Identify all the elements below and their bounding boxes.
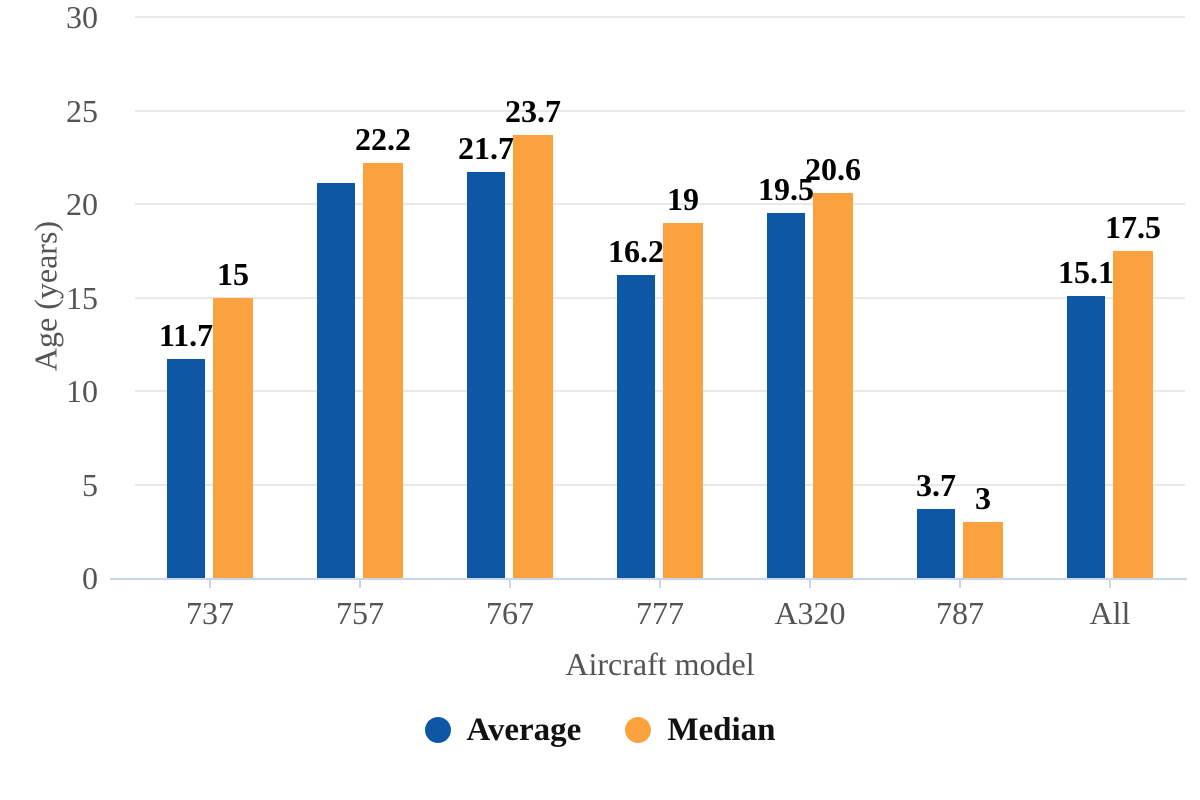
- legend-marker-median: [625, 717, 652, 743]
- x-tick-787: [959, 579, 961, 588]
- bar-median-All: 17.5: [1105, 209, 1161, 578]
- bar-label-average-787: 3.7: [916, 466, 956, 503]
- x-tick-label-All: All: [1089, 595, 1131, 631]
- legend-item-median: Median: [625, 712, 776, 748]
- bar-label-median-737: 15: [217, 255, 249, 292]
- bar-average-757: [317, 183, 355, 578]
- y-tick-label-25: 25: [66, 92, 98, 129]
- bar-label-average-767: 21.7: [458, 130, 514, 167]
- bar-label-average-A320: 19.5: [758, 171, 814, 208]
- bar-label-median-787: 3: [975, 479, 991, 516]
- x-tick-label-787: 787: [936, 595, 984, 631]
- x-tick-label-767: 767: [486, 595, 534, 631]
- x-axis-title: Aircraft model: [565, 646, 755, 682]
- bar-median-767: 23.7: [505, 93, 561, 578]
- y-tick-label-20: 20: [66, 186, 98, 222]
- bar-group-757: 22.2: [285, 17, 435, 578]
- bar-median-737: 15: [213, 256, 253, 578]
- x-tick-777: [659, 579, 661, 588]
- x-tick-767: [509, 579, 511, 588]
- y-tick-label-10: 10: [66, 373, 98, 409]
- x-axis-line: [110, 578, 1187, 580]
- bar-average-787: 3.7: [916, 467, 956, 578]
- legend: Average Median: [0, 712, 1200, 748]
- bar-group-737: 11.7 15: [135, 17, 285, 578]
- bar-average-767: 21.7: [458, 130, 514, 578]
- bar-group-777: 16.2 19: [585, 17, 735, 578]
- y-tick-label-5: 5: [82, 466, 98, 503]
- bar-group-A320: 19.5 20.6: [735, 17, 885, 578]
- bar-label-average-737: 11.7: [158, 317, 214, 354]
- y-tick-label-15: 15: [66, 279, 98, 316]
- bar-label-median-777: 19: [667, 180, 699, 217]
- bar-median-777: 19: [663, 181, 703, 578]
- bar-label-average-777: 16.2: [608, 233, 664, 270]
- x-tick-label-A320: A320: [774, 595, 846, 631]
- bar-median-787: 3: [963, 480, 1003, 578]
- bar-group-All: 15.1 17.5: [1035, 17, 1185, 578]
- x-tick-737: [209, 579, 211, 588]
- legend-label-median: Median: [667, 712, 776, 748]
- bar-median-A320: 20.6: [805, 151, 861, 578]
- bar-average-737: 11.7: [159, 317, 213, 578]
- bar-label-median-757: 22.2: [355, 120, 411, 157]
- bar-average-All: 15.1: [1058, 254, 1114, 578]
- bar-label-median-All: 17.5: [1105, 208, 1161, 245]
- gridline-5: [135, 483, 1185, 486]
- y-tick-label-30: 30: [66, 0, 98, 35]
- bar-label-median-A320: 20.6: [805, 150, 861, 187]
- bar-label-average-All: 15.1: [1058, 253, 1114, 290]
- gridline-15: [135, 296, 1185, 299]
- legend-marker-average: [424, 717, 451, 743]
- legend-label-average: Average: [466, 712, 582, 748]
- x-tick-label-777: 777: [636, 595, 684, 631]
- y-tick-label-0: 0: [82, 560, 98, 596]
- bar-average-777: 16.2: [608, 233, 664, 578]
- gridline-30: [135, 16, 1185, 18]
- legend-item-average: Average: [424, 712, 582, 748]
- x-tick-All: [1109, 579, 1111, 588]
- bar-group-767: 21.7 23.7: [435, 17, 585, 578]
- x-tick-A320: [809, 579, 811, 588]
- gridline-20: [135, 203, 1185, 205]
- bar-median-757: 22.2: [355, 121, 411, 578]
- x-tick-label-757: 757: [336, 595, 384, 631]
- plot-area: 11.7 15 22.2 21.7 23.7 16.2 19 19.5 20.6 3.7 3 15.1…: [135, 16, 1185, 578]
- gridline-10: [135, 390, 1185, 392]
- x-tick-label-737: 737: [186, 595, 234, 631]
- x-tick-757: [359, 579, 361, 588]
- bar-group-787: 3.7 3: [885, 17, 1035, 578]
- bar-average-A320: 19.5: [758, 171, 814, 578]
- bar-label-median-767: 23.7: [505, 92, 561, 129]
- gridline-25: [135, 109, 1185, 112]
